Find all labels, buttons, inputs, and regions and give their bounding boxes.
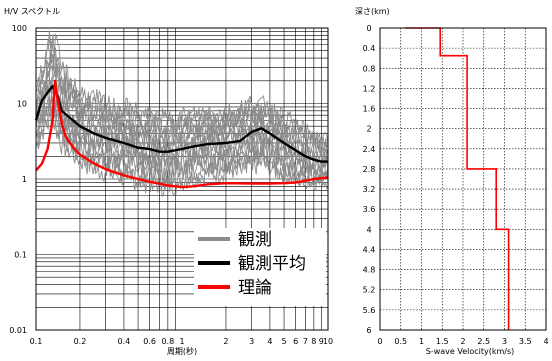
legend-label: 観測平均 — [238, 254, 306, 274]
hv-x-tick-label: 1 — [179, 337, 184, 346]
vs-y-tick-label: 0.4 — [363, 44, 376, 53]
hv-x-tick-label: 6 — [293, 337, 298, 346]
hv-x-tick-label: 0.6 — [143, 337, 156, 346]
vs-y-tick-label: 4.4 — [363, 245, 376, 254]
vs-x-tick-label: 4 — [543, 337, 548, 346]
vs-x-tick-label: 3.5 — [519, 337, 532, 346]
vs-y-tick-label: 5.6 — [363, 306, 376, 315]
vs-y-tick-label: 3.6 — [363, 205, 376, 214]
vs-profile-line — [404, 27, 510, 330]
hv-y-tick-label: 0.01 — [9, 326, 27, 335]
vs-x-tick-label: 3 — [502, 337, 507, 346]
hv-x-tick-label: 0.2 — [74, 337, 87, 346]
series-line-observed-mean — [34, 84, 328, 163]
hv-x-tick-label: 0.8 — [161, 337, 174, 346]
vs-xlabel: S-wave Velocity(km/s) — [426, 347, 515, 356]
hv-x-tick-label: 2 — [223, 337, 228, 346]
vs-y-tick-label: 1.2 — [363, 84, 376, 93]
vs-plot-frame — [379, 27, 547, 331]
hv-x-tick-label: 0.4 — [118, 337, 131, 346]
vs-x-tick-label: 0.5 — [394, 337, 407, 346]
vs-x-tick-label: 0 — [377, 337, 382, 346]
legend-label: 観測 — [238, 230, 272, 250]
hv-x-tick-label: 9 — [319, 337, 324, 346]
vs-x-tick-label: 1 — [419, 337, 424, 346]
hv-y-tick-label: 10 — [17, 100, 27, 109]
hv-x-tick-label: 4 — [267, 337, 272, 346]
hv-xlabel: 周期(秒) — [167, 346, 197, 356]
vs-tick-labels: 0 0.5 1 1.5 2 2.5 3 3.5 4 0 0.4 0.8 1.2 1.6 2 2.4 2.8 3.2… — [363, 24, 549, 346]
vs-y-tick-label: 2.8 — [363, 165, 376, 174]
series-line-theory — [35, 79, 329, 189]
hv-plot-frame — [35, 27, 329, 331]
vs-y-tick-label: 4 — [366, 225, 371, 234]
hv-series-lines — [34, 79, 329, 189]
hv-y-tick-label: 1 — [22, 175, 27, 184]
hv-x-tick-label: 7 — [303, 337, 308, 346]
vs-x-tick-label: 2.5 — [477, 337, 490, 346]
hv-x-tick-label: 3 — [249, 337, 254, 346]
hv-x-tick-label: 8 — [311, 337, 316, 346]
hv-y-tick-label: 100 — [12, 24, 27, 33]
observed-trace — [35, 38, 329, 149]
vs-x-tick-label: 1.5 — [436, 337, 449, 346]
hv-ylabel: H/V スペクトル — [4, 7, 60, 16]
vs-y-tick-label: 1.6 — [363, 105, 376, 114]
hv-x-tick-label: 5 — [282, 337, 287, 346]
vs-y-tick-label: 0 — [366, 24, 371, 33]
vs-y-tick-label: 6 — [366, 326, 371, 335]
vs-y-tick-label: 4.8 — [363, 266, 376, 275]
observed-trace — [35, 98, 329, 192]
hv-x-tick-label: 0.1 — [30, 337, 43, 346]
vs-x-tick-label: 2 — [460, 337, 465, 346]
hv-x-tick-label: 10 — [323, 337, 333, 346]
vs-y-tick-label: 3.2 — [363, 185, 376, 194]
vs-grid — [380, 28, 546, 330]
vs-y-tick-label: 2 — [366, 125, 371, 134]
observed-trace — [35, 30, 329, 144]
vs-y-tick-label: 2.4 — [363, 145, 376, 154]
vs-series-lines — [404, 27, 510, 330]
legend-label: 理論 — [238, 278, 272, 298]
vs-y-tick-label: 5.2 — [363, 286, 376, 295]
hv-y-tick-label: 0.1 — [14, 251, 27, 260]
vs-ylabel: 深さ(km) — [355, 7, 390, 16]
vs-y-tick-label: 0.8 — [363, 64, 376, 73]
